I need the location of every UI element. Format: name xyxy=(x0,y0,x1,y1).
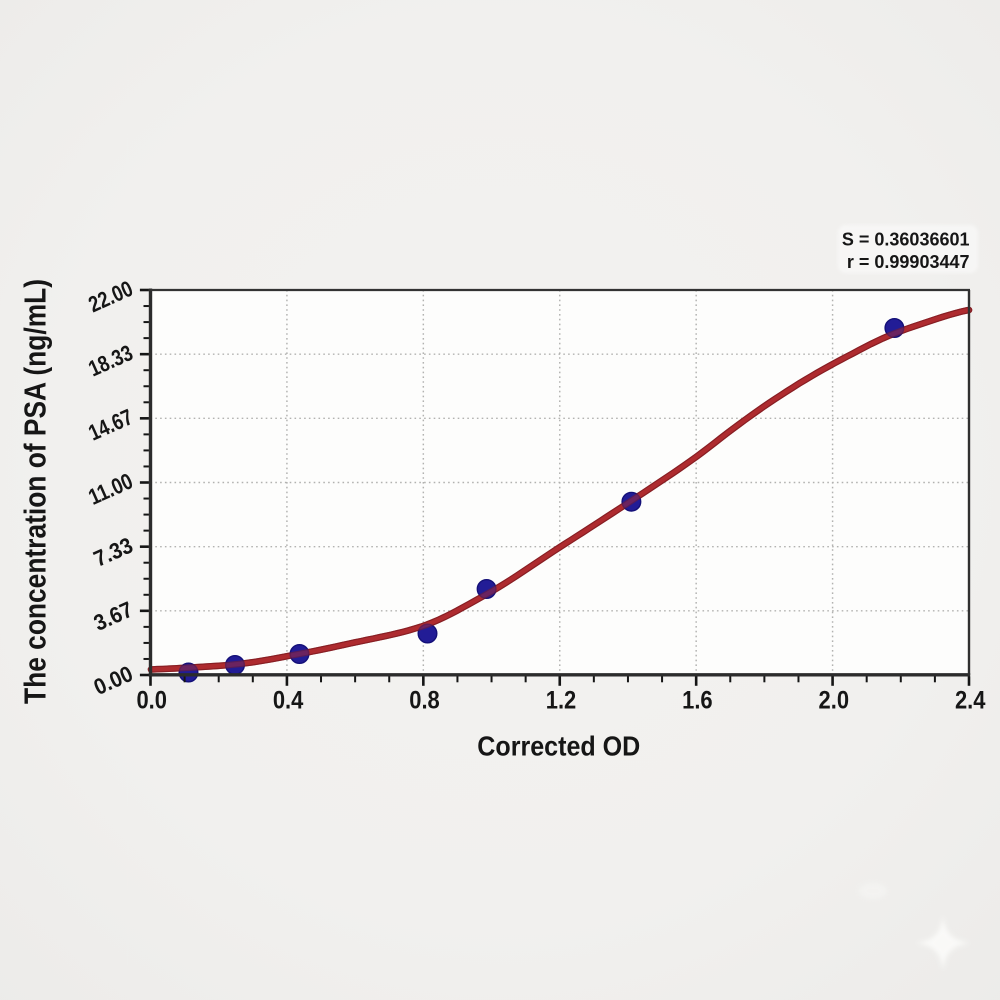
svg-text:The concentration of PSA (ng/m: The concentration of PSA (ng/mL) xyxy=(18,279,53,704)
svg-text:2.4: 2.4 xyxy=(955,688,986,715)
svg-text:S = 0.36036601: S = 0.36036601 xyxy=(842,230,970,250)
svg-text:0.8: 0.8 xyxy=(409,688,440,715)
svg-text:Corrected OD: Corrected OD xyxy=(477,731,640,762)
svg-text:0.4: 0.4 xyxy=(273,688,304,715)
svg-text:0.0: 0.0 xyxy=(136,688,167,715)
svg-text:r = 0.99903447: r = 0.99903447 xyxy=(847,252,970,272)
svg-text:2.0: 2.0 xyxy=(819,688,850,715)
svg-text:1.2: 1.2 xyxy=(546,688,577,715)
svg-text:1.6: 1.6 xyxy=(682,688,713,715)
